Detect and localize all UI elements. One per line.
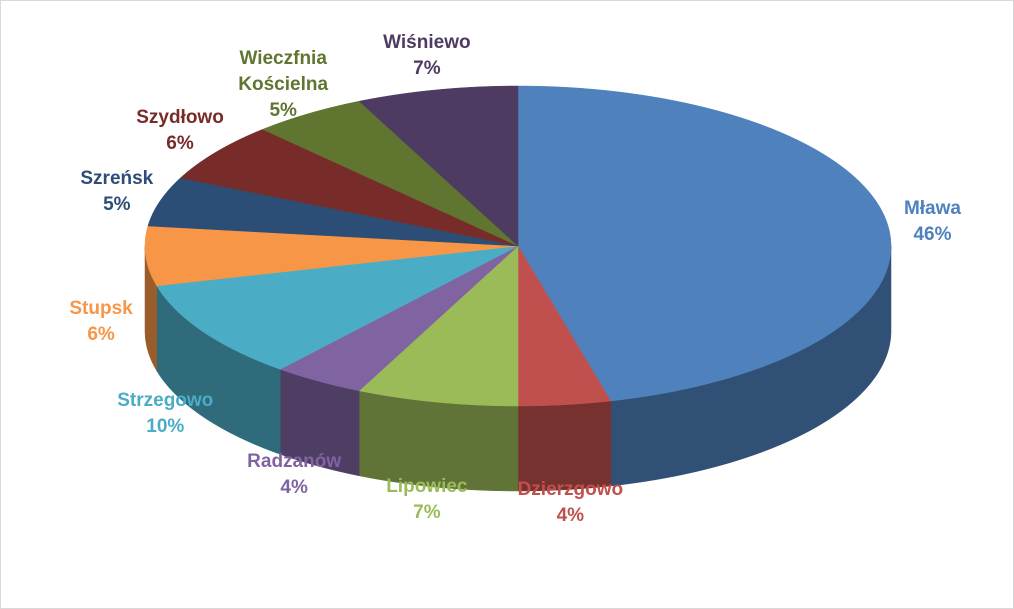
category-label: Wiśniewo	[383, 31, 471, 53]
data-label: Wiśniewo 7%	[352, 30, 502, 82]
category-label: Szydłowo	[136, 107, 224, 129]
data-label: Strzegowo 10%	[90, 388, 240, 440]
value-label: 7%	[413, 502, 441, 524]
slice	[179, 129, 519, 247]
data-label: Lipowiec 7%	[352, 474, 502, 526]
data-label: Szreńsk 5%	[42, 166, 192, 218]
data-label: Szydłowo 6%	[105, 105, 255, 157]
slice	[517, 245, 612, 407]
slice	[358, 85, 519, 247]
category-label: Dzierzgowo	[517, 479, 624, 501]
category-label: Radzanów	[247, 450, 342, 472]
slice	[147, 177, 519, 247]
data-label: Radzanów 4%	[219, 449, 369, 501]
slice	[517, 85, 892, 402]
category-label: Wieczfnia Kościelna	[238, 47, 329, 95]
category-label: Szreńsk	[80, 167, 154, 189]
category-label: Lipowiec	[386, 476, 468, 498]
slice	[358, 245, 519, 407]
value-label: 7%	[413, 57, 441, 79]
category-label: Strzegowo	[117, 390, 214, 412]
data-label: Dzierzgowo 4%	[495, 477, 645, 529]
value-label: 6%	[87, 324, 115, 345]
category-label: Stupsk	[69, 298, 133, 319]
slice	[262, 100, 519, 247]
value-label: 46%	[913, 223, 952, 245]
slice	[279, 245, 519, 392]
value-label: 6%	[166, 133, 194, 155]
value-label: 4%	[556, 505, 585, 527]
slice	[156, 245, 519, 370]
value-label: 5%	[103, 193, 131, 215]
category-label: Mława	[903, 197, 961, 219]
data-label: Stupsk 6%	[26, 296, 176, 348]
value-label: 10%	[146, 416, 185, 438]
data-label: Mława 46%	[857, 196, 1007, 248]
value-label: 4%	[280, 476, 308, 498]
slice	[144, 225, 519, 287]
value-label: 5%	[269, 99, 297, 121]
data-label: Wieczfnia Kościelna 5%	[208, 46, 358, 124]
